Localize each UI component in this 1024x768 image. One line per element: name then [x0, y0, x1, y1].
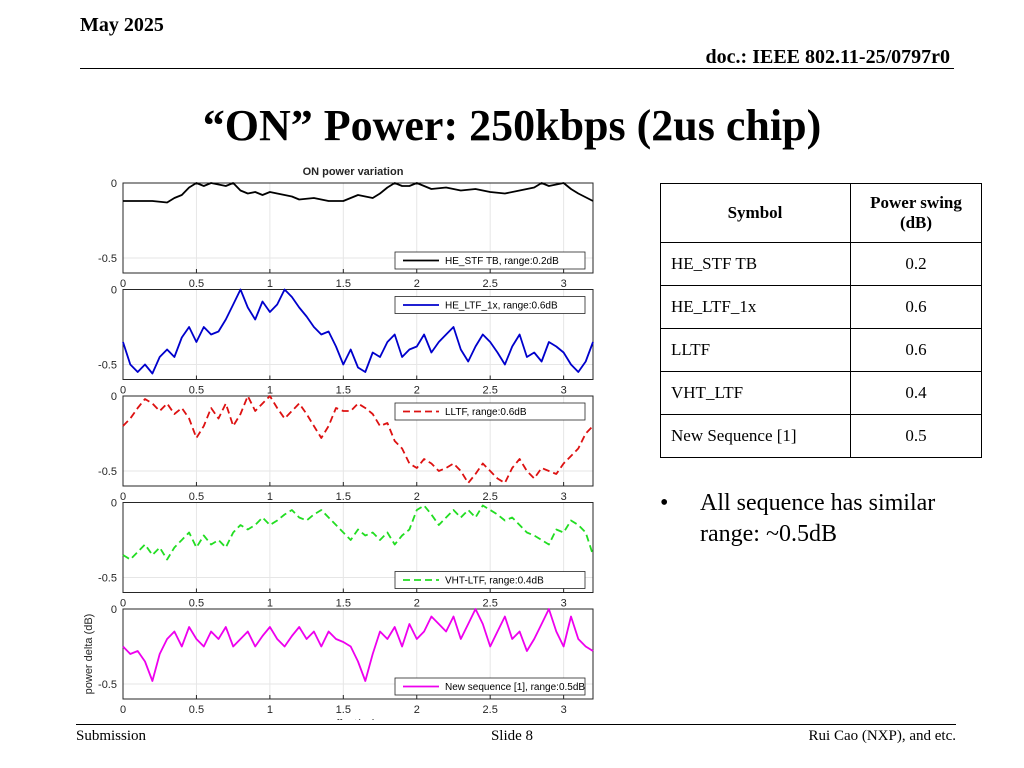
- y-tick-label: 0: [111, 604, 117, 616]
- x-tick-label: 1.5: [336, 278, 351, 290]
- x-tick-label: 1: [267, 385, 273, 397]
- x-tick-label: 0: [120, 278, 126, 290]
- x-tick-label: 0: [120, 385, 126, 397]
- table-cell-swing: 0.4: [850, 371, 982, 415]
- table-row: VHT_LTF 0.4: [660, 371, 982, 415]
- x-tick-label: 3: [561, 491, 567, 503]
- legend-box: [394, 677, 586, 696]
- x-tick-label: 1: [267, 491, 273, 503]
- series-line-1: [123, 182, 594, 204]
- table-cell-symbol: VHT_LTF: [660, 371, 851, 415]
- footer-submission: Submission: [76, 728, 147, 744]
- table-row: New Sequence [1] 0.5: [660, 414, 982, 458]
- plot-frame: [122, 502, 594, 593]
- legend-box: [394, 571, 586, 589]
- chart-title: ON power variation: [303, 166, 404, 178]
- x-tick-label: 3: [561, 278, 567, 290]
- x-tick-label: 0.5: [189, 385, 204, 397]
- y-axis-label: power delta (dB): [83, 614, 95, 695]
- legend-box: [394, 402, 586, 421]
- x-tick-label: 0.5: [189, 491, 204, 503]
- table-cell-swing: 0.5: [850, 414, 982, 458]
- x-tick-label: 2.5: [483, 704, 498, 716]
- table-cell-swing: 0.2: [850, 242, 982, 286]
- series-line-2: [122, 288, 594, 375]
- legend-box: [394, 251, 586, 270]
- x-tick-label: 2.5: [483, 385, 498, 397]
- x-axis-label: offset(us): [330, 718, 376, 720]
- footer-slide-number: Slide 8: [490, 728, 534, 744]
- x-tick-label: 1.5: [336, 704, 351, 716]
- x-tick-label: 1.5: [336, 385, 351, 397]
- x-tick-label: 2.5: [483, 278, 498, 290]
- x-tick-label: 2: [414, 278, 420, 290]
- x-tick-label: 2.5: [483, 598, 498, 610]
- table-cell-symbol: HE_LTF_1x: [660, 285, 851, 329]
- footer-rule: [76, 724, 956, 725]
- bullet-text: All sequence has similar range: ~0.5dB: [700, 490, 936, 547]
- x-tick-label: 3: [561, 598, 567, 610]
- table-header-symbol: Symbol: [660, 183, 851, 243]
- table-cell-swing: 0.6: [850, 328, 982, 372]
- x-tick-label: 0: [120, 598, 126, 610]
- slide-title: “ON” Power: 250kbps (2us chip): [202, 101, 822, 150]
- table-cell-swing: 0.6: [850, 285, 982, 329]
- x-tick-label: 0.5: [189, 598, 204, 610]
- y-tick-label: -0.5: [98, 360, 117, 372]
- legend-label: LLTF, range:0.6dB: [445, 407, 527, 418]
- y-tick-label: -0.5: [98, 573, 117, 585]
- legend-label: New sequence [1], range:0.5dB: [445, 682, 585, 693]
- bullet-marker: •: [660, 490, 669, 516]
- table-cell-symbol: New Sequence [1]: [660, 414, 851, 458]
- plot-frame: [122, 395, 594, 487]
- plot-frame: [122, 608, 594, 700]
- x-tick-label: 1: [267, 278, 273, 290]
- y-tick-label: 0: [111, 178, 117, 190]
- table-row: HE_STF TB 0.2: [660, 242, 982, 286]
- power-swing-table: Symbol Power swing (dB) HE_STF TB 0.2 HE…: [660, 183, 982, 458]
- plot-frame: [122, 182, 594, 274]
- y-tick-label: -0.5: [98, 466, 117, 478]
- x-tick-label: 2: [414, 598, 420, 610]
- on-power-variation-chart: ON power variation 0 0.5 1 1.5 2 2.5 3 0 -0.5 HE_S…: [83, 166, 594, 720]
- series-line-5: [122, 608, 594, 682]
- header-doc-id: doc.: IEEE 802.11-25/0797r0: [705, 46, 950, 68]
- table-row: HE_LTF_1x 0.6: [660, 285, 982, 329]
- table-cell-symbol: LLTF: [660, 328, 851, 372]
- x-tick-label: 0: [120, 704, 126, 716]
- header-rule: [80, 68, 954, 69]
- x-tick-label: 1: [267, 598, 273, 610]
- y-tick-label: 0: [111, 391, 117, 403]
- x-tick-label: 0: [120, 491, 126, 503]
- x-tick-label: 1.5: [336, 598, 351, 610]
- x-tick-label: 1: [267, 704, 273, 716]
- x-tick-label: 2: [414, 385, 420, 397]
- x-tick-label: 3: [561, 704, 567, 716]
- x-tick-label: 2: [414, 704, 420, 716]
- series-line-4: [122, 504, 594, 561]
- x-tick-label: 1.5: [336, 491, 351, 503]
- x-tick-label: 2.5: [483, 491, 498, 503]
- table-cell-symbol: HE_STF TB: [660, 242, 851, 286]
- table-header-row: Symbol Power swing (dB): [660, 183, 982, 243]
- table-row: LLTF 0.6: [660, 328, 982, 372]
- footer-author: Rui Cao (NXP), and etc.: [808, 728, 956, 744]
- y-tick-label: 0: [111, 498, 117, 510]
- header-date: May 2025: [80, 14, 164, 36]
- x-tick-label: 0.5: [189, 278, 204, 290]
- legend-label: HE_LTF_1x, range:0.6dB: [445, 301, 558, 312]
- y-tick-label: -0.5: [98, 679, 117, 691]
- y-tick-label: 0: [111, 285, 117, 297]
- legend-box: [394, 296, 586, 314]
- x-tick-label: 2: [414, 491, 420, 503]
- plot-frame: [122, 289, 594, 380]
- legend-label: HE_STF TB, range:0.2dB: [445, 256, 559, 267]
- y-tick-label: -0.5: [98, 253, 117, 265]
- x-tick-label: 3: [561, 385, 567, 397]
- table-header-power-swing: Power swing (dB): [850, 183, 982, 243]
- legend-label: VHT-LTF, range:0.4dB: [445, 576, 544, 587]
- x-tick-label: 0.5: [189, 704, 204, 716]
